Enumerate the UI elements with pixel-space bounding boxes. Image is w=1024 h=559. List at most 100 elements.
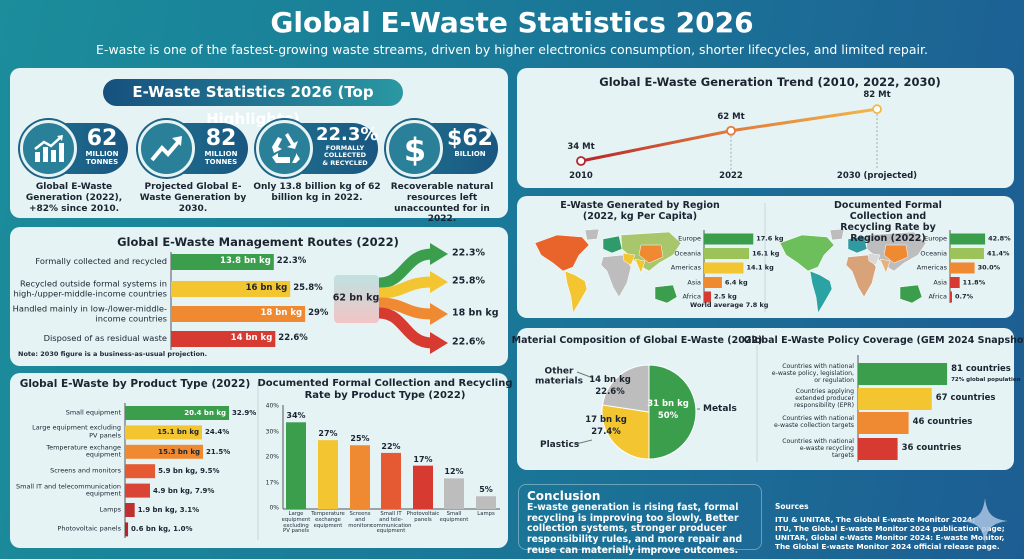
bar-value-label: 15.3 bn kg [158,447,201,456]
card-unit: MILLION TONNES [204,150,238,167]
bar-value-label: 2.5 kg [714,292,737,301]
bar-category-label: Large equipment excluding PV panels [32,423,121,440]
page-title: Global E-Waste Statistics 2026 [270,6,754,39]
bar-value-label: 14 bn kg [230,333,273,344]
conclusion-title: Conclusion [527,489,601,503]
bar-value-label: 13.8 bn kg [220,256,271,267]
bar-percent-label: 25.8% [293,283,323,294]
bar-category-label: Asia [687,277,701,286]
chart-title: Global E-Waste Generation Trend (2010, 2… [599,75,941,89]
bar-category-label: Oceania [920,248,947,257]
bar-value-label: 12% [444,467,464,477]
bar-outside-label: 4.9 bn kg, 7.9% [152,486,215,495]
page-subtitle: E-waste is one of the fastest-growing wa… [96,42,928,57]
bar-category-label: Countries with national e-waste policy, … [771,362,854,384]
bar-value-label: 46 countries [912,417,973,428]
sparkle-icon [962,498,1008,544]
slice-percent-label: 27.4% [591,427,621,438]
bar-outside-label: 24.4% [205,428,230,437]
bar-outside-label: 21.5% [206,447,231,456]
card-caption: Only 13.8 billion kg of 62 billion kg in… [253,182,381,203]
slice-category-label: Metals [703,403,737,414]
chart-title: E-Waste Generated by Region (2022, kg Pe… [560,200,720,222]
bar-category-label: Africa [928,292,947,301]
bar-sub-label: 72% global population [951,376,1021,383]
bar-category-label: Europe [924,234,947,243]
bar-category-label: Africa [682,292,701,301]
bar-category-label: Countries with national e-waste collecti… [773,415,854,429]
bar-outside-label: 32.9% [232,408,257,417]
bar-percent-label: 29% [308,308,329,319]
card-caption: Projected Global E-Waste Generation by 2… [139,182,247,214]
bar-value-label: 17% [413,454,433,464]
bar-category-label: Small equipment [65,408,121,417]
slice-percent-label: 22.6% [595,387,625,398]
card-value: 62 [86,126,118,151]
bar-value-label: 18 bn kg [260,308,303,319]
sources-title: Sources [775,502,809,511]
bar-value-label: 27% [318,429,338,439]
bar-category-label: Photovoltaic panels [57,524,121,533]
bar-value-label: 14.1 kg [746,263,774,272]
flow-output-label: 25.8% [452,275,485,287]
card-unit: FORMALLY COLLECTED & RECYCLED [322,144,368,167]
bar-chart-up-icon [20,120,77,177]
x-tick-label: Photovoltaic panels [406,511,440,523]
slice-amount-label: 14 bn kg [589,375,631,386]
bar-value-label: 67 countries [935,393,996,404]
point-label: 34 Mt [567,142,595,152]
flow-output-label: 22.6% [452,336,485,348]
source-line: UNITAR, Global e-Waste Monitor 2024: E-w… [775,533,1005,542]
bar-value-label: 6.4 kg [724,277,748,286]
x-tick-label: Small IT and tele- communication equipme… [370,511,412,535]
bar-value-label: 16 bn kg [245,283,288,294]
bar-category-label: Screens and monitors [50,466,121,475]
chart-title: Global E-Waste Management Routes (2022) [117,235,399,249]
svg-text:$: $ [403,132,425,166]
flow-output-label: 22.3% [452,247,485,259]
source-line: ITU & UNITAR, The Global E-waste Monitor… [775,515,976,524]
bar-category-label: Lamps [99,505,121,514]
trend-up-arrow-icon [138,120,195,177]
bar-value-label: 36 countries [901,443,962,454]
conclusion-text: E-waste generation is rising fast, forma… [527,502,743,556]
chart-title: Documented Formal Collection and Recycli… [257,378,513,401]
x-tick-label: 2010 [569,171,593,181]
bar-category-label: Small IT and telecommunication equipment [16,482,121,498]
x-tick-label: Large equipment excluding PV panels [281,511,311,535]
x-tick-label: Small equipment [439,511,469,523]
bar-category-label: Asia [933,277,947,286]
recycle-icon [256,120,313,177]
card-unit: BILLION [454,150,486,158]
point-label: 82 Mt [863,90,891,101]
slice-amount-label: 31 bn kg [647,399,689,410]
slice-percent-label: 50% [657,411,679,422]
x-tick-label: Screens and monitors [348,511,372,529]
bar-value-label: 22% [381,441,401,451]
bar-category-label: Oceania [674,248,701,257]
bar-value-label: 81 countries [951,364,1011,375]
slice-amount-label: 17 bn kg [585,415,627,426]
y-tick-label: 17% [265,479,279,487]
bar-value-label: 15.1 bn kg [157,428,199,437]
bar-value-label: 20.4 bn kg [184,408,227,417]
bar-value-label: 34% [286,411,306,421]
highlights-title: E-Waste Statistics 2026 (Top Highlights) [103,79,403,128]
chart-note: Note: 2030 figure is a business-as-usual… [18,350,208,358]
x-tick-label: 2022 [719,171,743,181]
bar-outside-label: 0.6 bn kg, 1.0% [131,525,193,534]
dollar-icon: $ [386,120,443,177]
bar-outside-label: 1.9 bn kg, 3.1% [137,505,200,514]
bar-category-label: Handled mainly in low-/lower-middle- inc… [12,303,167,323]
x-tick-label: Temperature exchange equipment [311,511,345,529]
x-tick-label: 2030 (projected) [836,171,918,181]
card-unit: MILLION TONNES [85,150,119,167]
bar-category-label: Temperature exchange equipment [46,443,121,459]
bar-value-label: 5% [479,485,493,495]
bar-category-label: Disposed of as residual waste [43,333,167,344]
product-type-panel [10,373,508,548]
bar-outside-label: 5.9 bn kg, 9.5% [158,467,220,476]
flow-output-label: 18 bn kg [452,307,499,319]
bar-value-label: 11.8% [962,277,986,286]
y-tick-label: 40% [265,402,279,410]
